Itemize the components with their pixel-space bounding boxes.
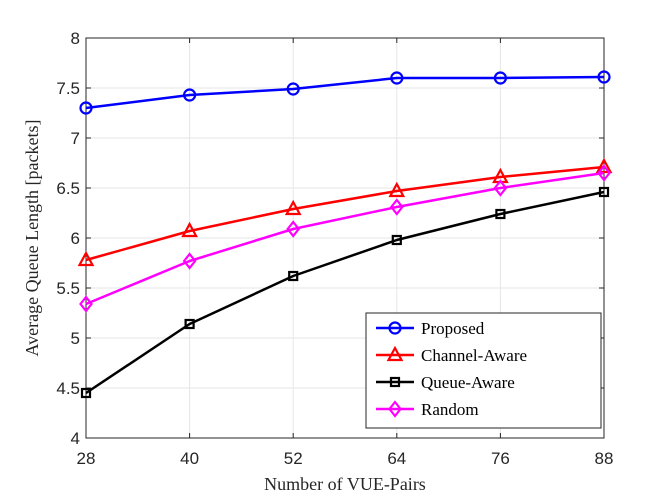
y-tick-label: 5: [71, 329, 80, 348]
y-tick-label: 6: [71, 229, 80, 248]
data-point-queue-aware: [184, 318, 195, 330]
data-point-channel-aware: [595, 157, 613, 174]
y-tick-label: 7.5: [56, 79, 80, 98]
data-point-random: [286, 220, 301, 238]
data-point-queue-aware: [288, 270, 299, 282]
y-axis-label: Average Queue Length [packets]: [22, 119, 42, 356]
legend-label-proposed: Proposed: [421, 319, 485, 338]
data-point-random: [493, 179, 508, 197]
y-tick-label: 7: [71, 129, 80, 148]
y-axis-ticks: 4 4.5 5 5.5 6 6.5 7 7.5 8: [56, 29, 604, 448]
y-tick-label: 6.5: [56, 179, 80, 198]
x-tick-label: 52: [284, 449, 303, 468]
data-point-random: [79, 295, 93, 313]
legend-marker-queue-aware: [389, 376, 401, 388]
legend-item-queue-aware: Queue-Aware: [376, 373, 515, 392]
legend: Proposed Channel-Aware Queue-Aware Random: [365, 312, 602, 429]
legend-item-channel-aware: Channel-Aware: [376, 345, 527, 365]
data-point-queue-aware: [80, 387, 92, 399]
legend-marker-proposed: [388, 321, 402, 335]
data-point-channel-aware: [181, 221, 198, 238]
x-tick-label: 64: [387, 449, 406, 468]
data-point-queue-aware: [391, 234, 402, 246]
series-line-channel-aware: [85, 165, 605, 262]
data-point-channel-aware: [77, 250, 95, 267]
x-tick-label: 28: [77, 449, 96, 468]
series-line-random: [85, 171, 605, 306]
series-line-proposed: [85, 75, 605, 110]
legend-label-queue-aware: Queue-Aware: [421, 373, 515, 392]
data-point-channel-aware: [388, 181, 406, 198]
series-queue-aware: [80, 186, 610, 399]
data-point-proposed: [79, 101, 93, 115]
y-tick-label: 5.5: [56, 279, 80, 298]
x-tick-label: 76: [491, 449, 510, 468]
legend-item-proposed: Proposed: [376, 319, 485, 338]
x-axis-ticks: 28 40 52 64 76 88: [77, 38, 614, 468]
series-line-queue-aware: [85, 190, 605, 395]
data-point-random: [182, 252, 197, 270]
series-group: [77, 70, 613, 399]
data-point-random: [389, 198, 404, 216]
data-point-proposed: [493, 71, 507, 85]
data-point-proposed: [390, 71, 404, 85]
x-tick-label: 88: [595, 449, 614, 468]
data-point-channel-aware: [284, 199, 302, 216]
data-point-random: [597, 164, 611, 182]
data-point-proposed: [286, 82, 300, 96]
y-tick-label: 4.5: [56, 379, 80, 398]
data-point-queue-aware: [495, 208, 506, 220]
y-tick-label: 8: [71, 29, 80, 48]
data-point-queue-aware: [598, 186, 610, 198]
legend-marker-channel-aware: [386, 345, 404, 362]
data-point-proposed: [183, 88, 197, 102]
legend-item-random: Random: [376, 400, 479, 419]
legend-label-random: Random: [421, 400, 479, 419]
data-point-proposed: [597, 70, 611, 84]
y-tick-label: 4: [71, 429, 80, 448]
legend-marker-random: [388, 400, 402, 418]
x-tick-label: 40: [180, 449, 199, 468]
series-proposed: [79, 70, 611, 115]
series-channel-aware: [77, 157, 613, 267]
legend-label-channel-aware: Channel-Aware: [421, 346, 527, 365]
x-axis-label: Number of VUE-Pairs: [264, 474, 426, 494]
series-random: [79, 164, 611, 313]
